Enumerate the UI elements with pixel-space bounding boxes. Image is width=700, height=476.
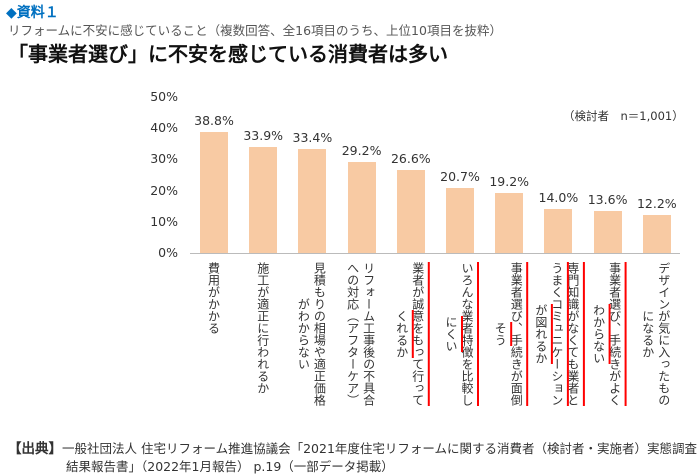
data-label: 33.4% xyxy=(292,129,333,145)
x-tick-label-line: くれるか xyxy=(394,310,409,358)
x-tick-label-line: デザインが気に入ったもの xyxy=(656,262,671,406)
x-tick-label-line: 業者が誠意をもって行って xyxy=(410,262,425,406)
x-tick-label-line: がわからない xyxy=(296,298,311,370)
x-tick-label: 事業者選び、手続きがよく わからない xyxy=(591,262,623,406)
x-tick-label-line: 事業者選び、手続きがよく xyxy=(607,262,622,406)
bar xyxy=(446,188,474,253)
y-tick-label: 0% xyxy=(158,245,178,260)
bar xyxy=(593,210,622,253)
bar xyxy=(249,147,278,253)
data-label: 14.0% xyxy=(538,190,579,206)
x-tick-label: 見積もりの相場や適正価格 がわからない xyxy=(295,262,327,406)
bar xyxy=(298,148,327,253)
data-label: 12.2% xyxy=(636,195,677,211)
x-tick-label: 費用がかかる xyxy=(206,262,222,334)
x-tick-label: 施工が適正に行われるか xyxy=(255,262,271,394)
x-tick-label-line: 費用がかかる xyxy=(206,262,221,334)
source-citation: 【出典】一般社団法人 住宅リフォーム推進協議会「2021年度住宅リフォームに関す… xyxy=(8,440,697,476)
x-tick-label-line: 事業者選び、手続きが面倒 xyxy=(509,262,524,406)
x-tick-label-line: わからない xyxy=(591,304,606,364)
bar xyxy=(396,170,425,253)
x-tick-label-line: 施工が適正に行われるか xyxy=(255,262,270,394)
bar xyxy=(347,161,376,253)
bar xyxy=(544,209,573,253)
bar xyxy=(495,193,524,253)
source-line-2: 結果報告書」（2022年1月報告） p.19（一部データ掲載） xyxy=(66,459,394,474)
x-tick-label-line: いろんな業者特徴を比較し xyxy=(460,262,474,406)
data-label: 29.2% xyxy=(341,142,382,158)
bar xyxy=(200,131,228,253)
x-tick-label-line: への対応（アフターケア） xyxy=(345,262,360,406)
data-label: 33.9% xyxy=(243,128,284,144)
source-tag: 【出典】 xyxy=(8,441,62,457)
x-tick-label: 事業者選び、手続きが面倒 そう xyxy=(492,262,524,406)
data-label: 20.7% xyxy=(440,169,480,185)
y-tick-label: 40% xyxy=(150,120,178,136)
source-line-1: 一般社団法人 住宅リフォーム推進協議会「2021年度住宅リフォームに関する消費者… xyxy=(62,441,698,456)
x-tick-label: 業者が誠意をもって行って くれるか xyxy=(394,262,426,406)
data-label: 19.2% xyxy=(489,174,530,190)
x-tick-label: いろんな業者特徴を比較し にくい xyxy=(443,262,475,406)
x-tick-label-line: 専門知識がなくても業者と xyxy=(565,262,580,406)
data-label: 38.8% xyxy=(194,112,234,128)
x-axis-line xyxy=(190,253,680,254)
bar xyxy=(642,214,671,253)
x-tick-label: リフォーム工事後の不具合 への対応（アフターケア） xyxy=(345,262,377,406)
sample-note: （検討者 n＝1,001） xyxy=(563,109,684,123)
y-tick-label: 10% xyxy=(150,213,178,229)
x-tick-label-line: リフォーム工事後の不具合 xyxy=(361,262,376,406)
chart-headline: 「事業者選び」に不安を感じている消費者は多い xyxy=(8,42,448,66)
x-tick-label: デザインが気に入ったもの になるか xyxy=(640,262,672,406)
data-label: 26.6% xyxy=(390,151,431,166)
y-tick-label: 20% xyxy=(150,182,178,198)
y-tick-label: 50% xyxy=(150,89,178,104)
x-tick-label-line: そう xyxy=(493,322,508,346)
x-tick-label: 専門知識がなくても業者と うまくコミュニケーション が図れるか xyxy=(533,262,581,406)
data-label: 13.6% xyxy=(587,191,628,207)
x-tick-label-line: が図れるか xyxy=(533,304,548,364)
x-tick-label-line: になるか xyxy=(640,310,655,358)
chart-subtitle: リフォームに不安に感じていること（複数回答、全16項目のうち、上位10項目を抜粋… xyxy=(8,23,502,38)
y-tick-label: 30% xyxy=(150,151,178,167)
section-label: ◆資料１ xyxy=(6,5,59,21)
x-tick-label-line: にくい xyxy=(444,316,458,352)
x-tick-label-line: 見積もりの相場や適正価格 xyxy=(312,262,327,406)
x-tick-label-line: うまくコミュニケーション xyxy=(549,262,564,406)
